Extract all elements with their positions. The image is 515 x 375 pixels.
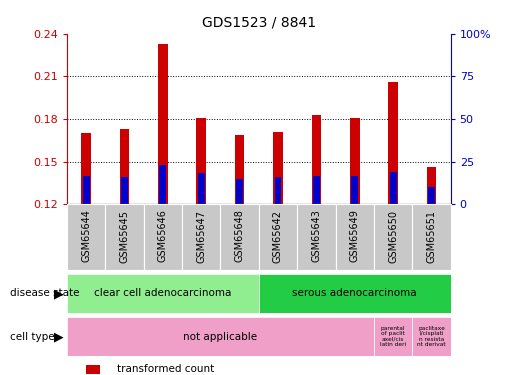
Bar bbox=[350, 118, 359, 204]
Bar bbox=[388, 82, 398, 204]
Bar bbox=[374, 317, 413, 356]
Bar bbox=[81, 133, 91, 204]
Text: GSM65650: GSM65650 bbox=[388, 210, 398, 262]
Bar bbox=[274, 177, 281, 204]
Text: GSM65648: GSM65648 bbox=[235, 210, 245, 262]
Text: not applicable: not applicable bbox=[183, 332, 258, 342]
Text: paclitaxe
l/cisplati
n resista
nt derivat: paclitaxe l/cisplati n resista nt deriva… bbox=[417, 326, 446, 347]
Bar bbox=[259, 204, 297, 270]
Bar bbox=[144, 204, 182, 270]
Bar bbox=[196, 118, 206, 204]
Bar bbox=[273, 132, 283, 204]
Text: GSM65647: GSM65647 bbox=[196, 210, 206, 262]
Bar bbox=[297, 204, 336, 270]
Text: parental
of paclit
axel/cis
latin deri: parental of paclit axel/cis latin deri bbox=[380, 326, 406, 347]
Bar bbox=[67, 317, 374, 356]
Bar bbox=[182, 204, 220, 270]
Bar bbox=[390, 172, 397, 204]
Text: GSM65651: GSM65651 bbox=[426, 210, 436, 262]
Bar bbox=[158, 44, 168, 204]
Bar bbox=[220, 204, 259, 270]
Text: GSM65645: GSM65645 bbox=[119, 210, 129, 262]
Text: ▶: ▶ bbox=[55, 287, 64, 300]
Bar bbox=[198, 173, 204, 204]
Bar bbox=[119, 129, 129, 204]
Text: disease state: disease state bbox=[10, 288, 80, 298]
Text: GSM65644: GSM65644 bbox=[81, 210, 91, 262]
Bar bbox=[312, 115, 321, 204]
Bar bbox=[351, 176, 358, 204]
Bar bbox=[106, 204, 144, 270]
Bar bbox=[236, 179, 243, 204]
Text: GSM65643: GSM65643 bbox=[312, 210, 321, 262]
Text: transformed count: transformed count bbox=[117, 364, 214, 375]
Bar bbox=[313, 176, 320, 204]
Text: clear cell adenocarcinoma: clear cell adenocarcinoma bbox=[94, 288, 232, 298]
Text: GSM65646: GSM65646 bbox=[158, 210, 168, 262]
Text: cell type: cell type bbox=[10, 332, 55, 342]
Text: serous adenocarcinoma: serous adenocarcinoma bbox=[293, 288, 417, 298]
Bar bbox=[426, 167, 436, 204]
Bar bbox=[428, 188, 435, 204]
Bar bbox=[235, 135, 245, 204]
Bar bbox=[86, 364, 99, 374]
Bar bbox=[67, 274, 259, 313]
Bar bbox=[259, 274, 451, 313]
Text: GSM65649: GSM65649 bbox=[350, 210, 359, 262]
Bar bbox=[412, 317, 451, 356]
Bar bbox=[412, 204, 451, 270]
Bar bbox=[160, 165, 166, 204]
Text: GSM65642: GSM65642 bbox=[273, 210, 283, 262]
Bar bbox=[83, 176, 90, 204]
Bar bbox=[121, 177, 128, 204]
Title: GDS1523 / 8841: GDS1523 / 8841 bbox=[202, 16, 316, 30]
Bar bbox=[374, 204, 413, 270]
Bar bbox=[336, 204, 374, 270]
Text: ▶: ▶ bbox=[55, 330, 64, 343]
Bar bbox=[67, 204, 105, 270]
